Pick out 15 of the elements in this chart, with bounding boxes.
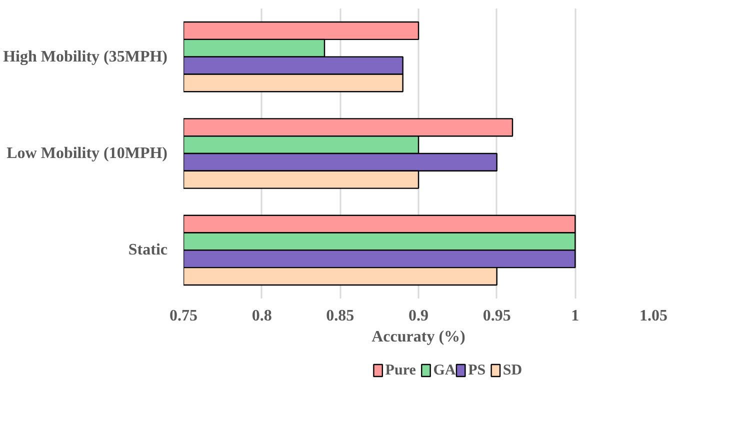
x-tick-label: 0.8 bbox=[252, 308, 272, 324]
x-tick-label: 0.75 bbox=[170, 308, 198, 324]
y-tick-label: High Mobility (35MPH) bbox=[3, 48, 168, 66]
legend-label: GA bbox=[433, 362, 456, 378]
x-tick-label: 0.85 bbox=[326, 308, 354, 324]
y-tick-label: Low Mobility (10MPH) bbox=[6, 145, 168, 162]
x-tick-label: 1 bbox=[571, 308, 580, 324]
x-axis-title: Accuraty (%) bbox=[372, 328, 466, 346]
x-tick-label: 1.05 bbox=[640, 308, 668, 324]
legend-label: Pure bbox=[385, 362, 416, 378]
x-tick-label: 0.95 bbox=[482, 308, 511, 324]
y-tick-label: Static bbox=[128, 242, 168, 259]
x-tick-label: 0.9 bbox=[408, 308, 428, 324]
legend-label: PS bbox=[468, 362, 486, 378]
legend-label: SD bbox=[502, 362, 522, 378]
